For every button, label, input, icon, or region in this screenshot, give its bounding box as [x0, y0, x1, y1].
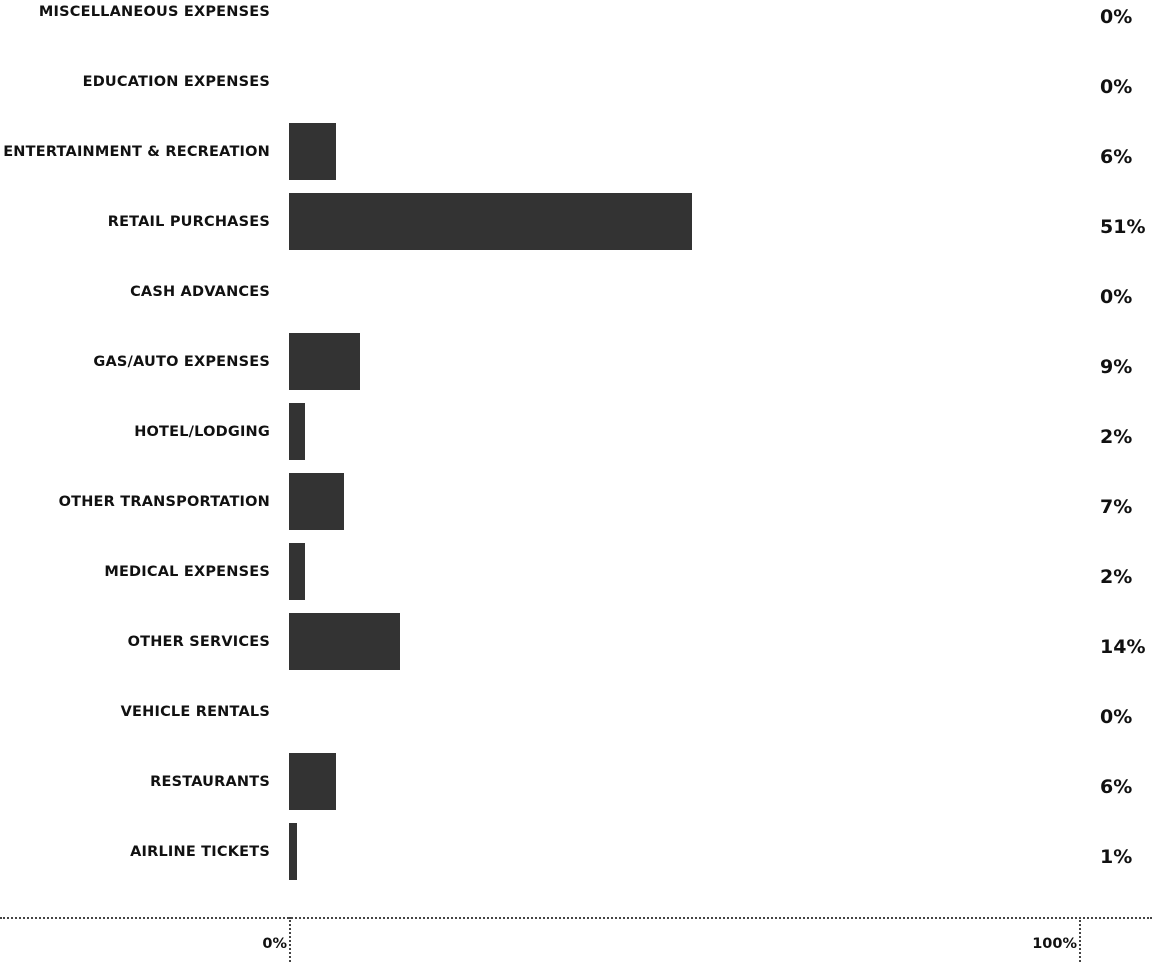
x-tick-mark	[1079, 917, 1081, 962]
category-label: OTHER TRANSPORTATION	[58, 494, 270, 510]
bar	[289, 613, 400, 670]
value-label: 0%	[1100, 76, 1133, 98]
value-label: 14%	[1100, 636, 1146, 658]
category-label: AIRLINE TICKETS	[130, 844, 270, 860]
category-label: CASH ADVANCES	[130, 284, 270, 300]
x-axis-dotted-line	[0, 917, 1152, 919]
value-label: 9%	[1100, 356, 1133, 378]
bar	[289, 123, 337, 180]
x-tick-mark	[289, 917, 291, 962]
category-label: RESTAURANTS	[150, 774, 270, 790]
category-label: ENTERTAINMENT & RECREATION	[3, 144, 270, 160]
bar	[289, 473, 345, 530]
bar	[289, 823, 297, 880]
category-label: VEHICLE RENTALS	[120, 704, 270, 720]
bar	[289, 403, 305, 460]
category-label: GAS/AUTO EXPENSES	[93, 354, 270, 370]
value-label: 51%	[1100, 216, 1146, 238]
value-label: 2%	[1100, 426, 1133, 448]
category-label: MEDICAL EXPENSES	[104, 564, 270, 580]
category-label: MISCELLANEOUS EXPENSES	[38, 4, 270, 20]
x-tick-label: 100%	[1032, 936, 1077, 952]
value-label: 0%	[1100, 706, 1133, 728]
x-tick-label: 0%	[262, 936, 287, 952]
value-label: 2%	[1100, 566, 1133, 588]
category-label: RETAIL PURCHASES	[107, 214, 270, 230]
bar	[289, 543, 305, 600]
value-label: 6%	[1100, 146, 1133, 168]
bar	[289, 193, 692, 250]
bar	[289, 333, 361, 390]
bar	[289, 753, 337, 810]
value-label: 0%	[1100, 286, 1133, 308]
value-label: 1%	[1100, 846, 1133, 868]
category-label: OTHER SERVICES	[127, 634, 270, 650]
category-label: EDUCATION EXPENSES	[82, 74, 270, 90]
value-label: 7%	[1100, 496, 1133, 518]
value-label: 6%	[1100, 776, 1133, 798]
value-label: 0%	[1100, 6, 1133, 28]
category-label: HOTEL/LODGING	[134, 424, 270, 440]
